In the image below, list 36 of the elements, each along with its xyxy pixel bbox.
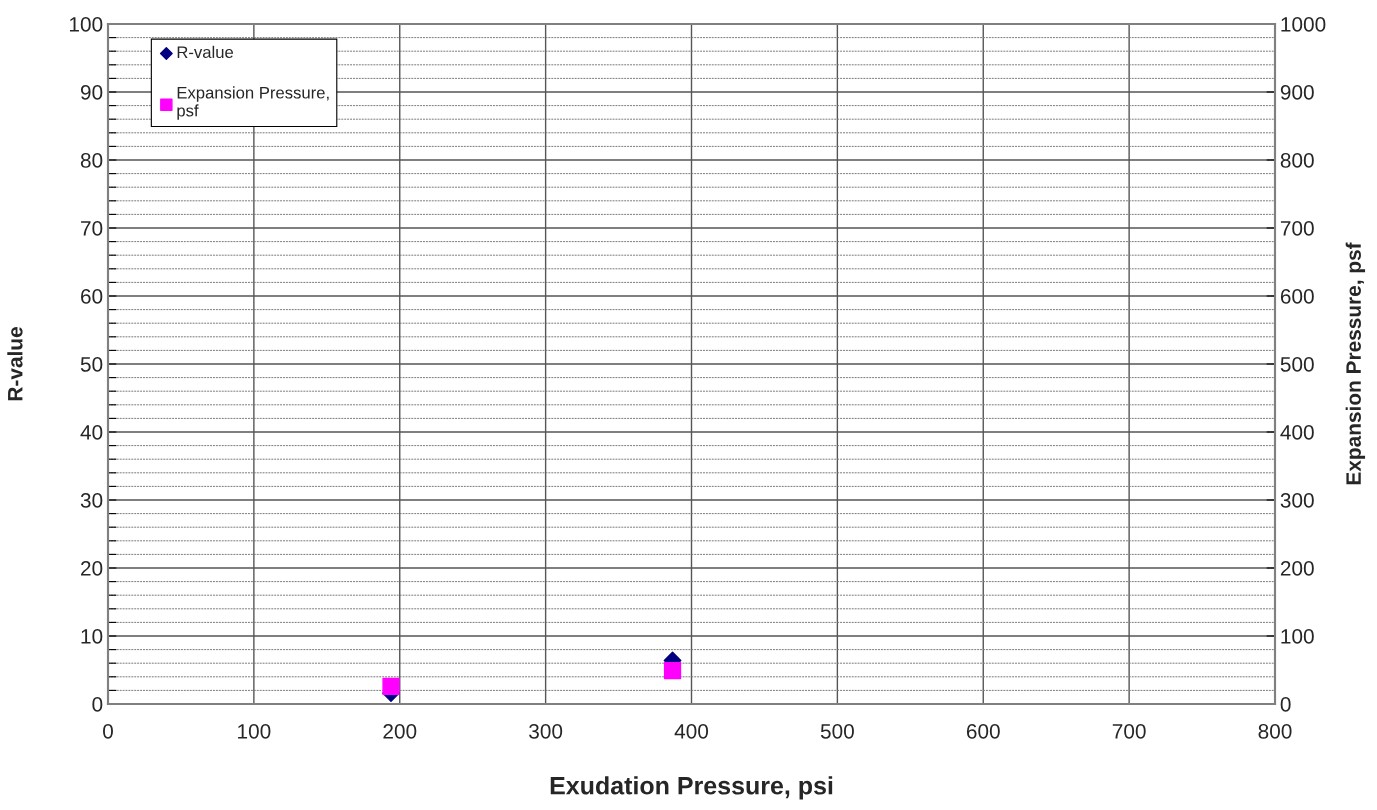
x-tick-label: 200	[383, 723, 417, 739]
y2-tick-label: 0	[1280, 697, 1291, 712]
y2-axis-title: Expansion Pressure, psf	[1345, 242, 1366, 485]
y2-tick-label: 100	[1281, 629, 1314, 644]
y-tick-label: 40	[80, 425, 103, 440]
y2-tick-label: 300	[1280, 493, 1314, 508]
x-tick-label: 800	[1258, 723, 1292, 739]
y-tick-label: 100	[69, 17, 103, 32]
y-axis-title: R-value	[7, 327, 23, 401]
y-tick-label: 0	[92, 697, 103, 712]
y2-tick-label: 900	[1280, 85, 1314, 100]
y-tick-label: 10	[81, 629, 103, 644]
y2-tick-label: 700	[1280, 221, 1314, 236]
y2-tick-label: 500	[1280, 357, 1314, 372]
y-tick-label: 20	[81, 561, 103, 576]
legend-label: R-value	[177, 45, 234, 59]
y2-tick-label: 800	[1280, 153, 1314, 168]
y-tick-label: 30	[80, 493, 103, 508]
y-tick-label: 60	[81, 289, 103, 304]
x-tick-label: 600	[966, 723, 1000, 739]
legend-label: Expansion Pressure, psf	[177, 86, 329, 120]
x-tick-label: 300	[529, 723, 563, 739]
x-tick-label: 100	[238, 723, 271, 739]
y2-tick-label: 600	[1280, 289, 1314, 304]
x-tick-label: 500	[820, 723, 854, 739]
y2-tick-label: 200	[1280, 561, 1314, 576]
x-tick-label: 700	[1112, 723, 1146, 739]
y-tick-label: 90	[80, 85, 103, 100]
y-tick-label: 80	[80, 153, 103, 168]
y2-tick-label: 1000	[1281, 17, 1326, 32]
x-tick-label: 0	[103, 723, 113, 739]
y2-tick-label: 400	[1280, 425, 1314, 440]
y-tick-label: 70	[81, 221, 103, 236]
x-tick-label: 400	[674, 723, 709, 739]
x-axis-title: Exudation Pressure, psi	[550, 776, 833, 800]
y-tick-label: 50	[80, 357, 103, 372]
